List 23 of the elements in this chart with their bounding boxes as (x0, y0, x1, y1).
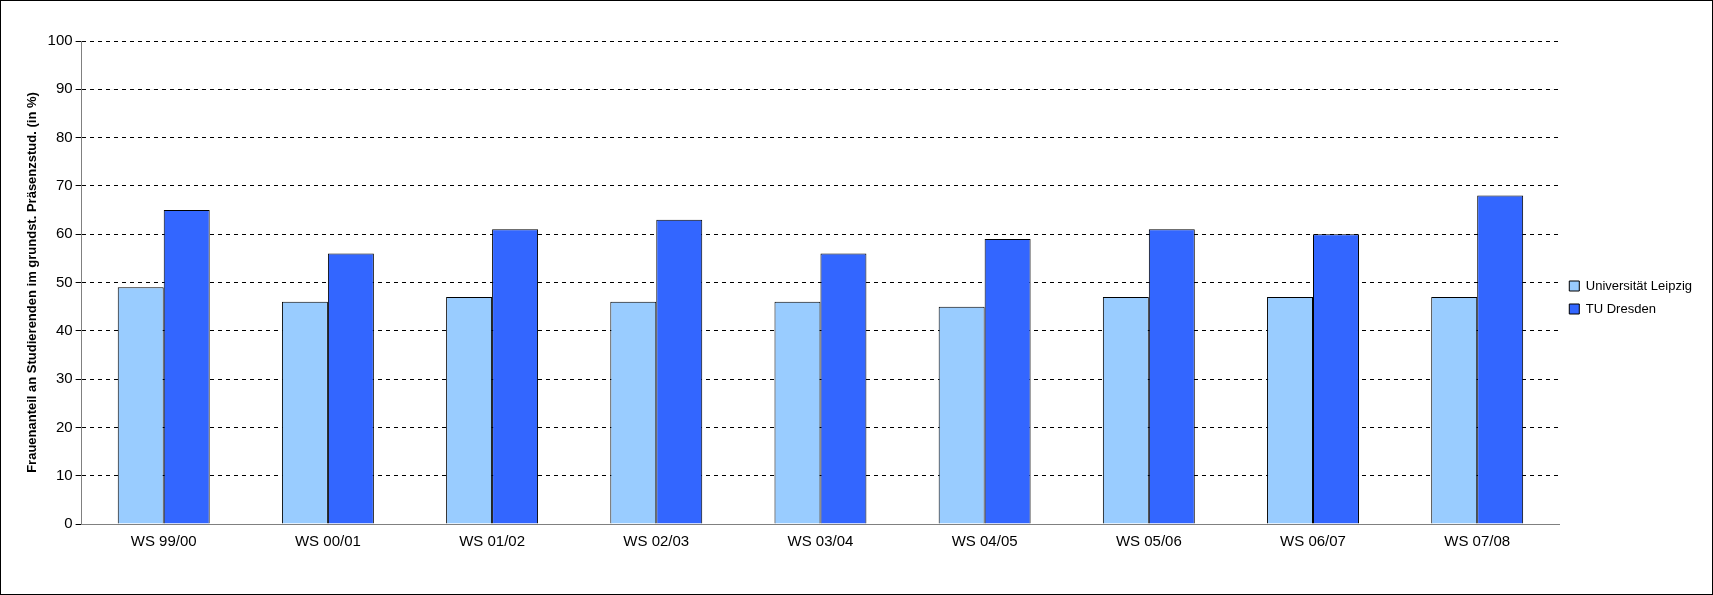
y-tick-label: 90 (55, 79, 73, 97)
y-tick-label: 40 (55, 320, 73, 338)
y-tick-label: 60 (55, 224, 73, 242)
x-tick-label: WS 00/01 (294, 532, 361, 550)
y-tick-label: 50 (55, 272, 73, 290)
legend-label: Universität Leipzig (1585, 277, 1692, 293)
x-tick-label: WS 01/02 (459, 532, 526, 550)
x-tick-label: WS 99/00 (130, 532, 197, 550)
x-tick-label: WS 03/04 (787, 532, 854, 550)
y-tick-label: 20 (55, 417, 73, 435)
y-tick-label: 80 (55, 127, 73, 145)
x-tick-label: WS 04/05 (951, 532, 1018, 550)
x-tick-label: WS 07/08 (1444, 532, 1511, 550)
y-tick-label: 100 (47, 31, 73, 49)
x-tick-label: WS 05/06 (1115, 532, 1182, 550)
y-tick-label: 10 (55, 465, 73, 483)
y-tick-label: 70 (55, 176, 73, 194)
y-axis-title: Frauenanteil an Studierenden im grundst. Präsenzstud. (in %) (24, 92, 40, 473)
y-tick-label: 30 (55, 369, 73, 387)
y-tick-label: 0 (64, 514, 73, 532)
x-tick-label: WS 06/07 (1280, 532, 1346, 550)
x-tick-label: WS 02/03 (623, 532, 690, 550)
legend-label: TU Dresden (1585, 300, 1656, 316)
